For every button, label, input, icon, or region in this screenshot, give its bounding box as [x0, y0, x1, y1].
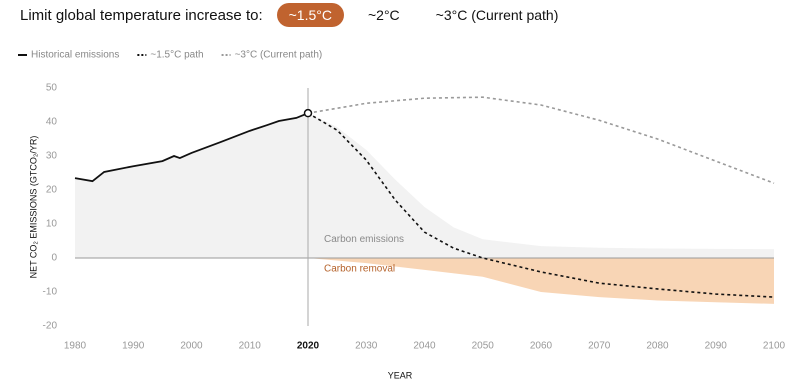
legend-label: ~3°C (Current path) — [235, 50, 323, 61]
line — [74, 112, 309, 183]
x-tick-label: 1980 — [64, 341, 87, 352]
x-tick-label: 2020 — [297, 341, 320, 352]
line — [307, 112, 775, 298]
y-tick-label: -20 — [43, 321, 58, 332]
option-button[interactable]: ~1.5°C — [276, 3, 344, 27]
x-tick-label: 2100 — [763, 341, 786, 352]
y-tick-label: 30 — [46, 151, 58, 162]
x-tick-label: 2040 — [413, 341, 436, 352]
y-tick-label: 50 — [46, 83, 58, 94]
x-tick-label: 2010 — [239, 341, 262, 352]
y-tick-label: 20 — [46, 185, 58, 196]
x-tick-label: 2050 — [472, 341, 495, 352]
legend-label: ~1.5°C path — [150, 50, 203, 61]
option-button[interactable]: ~2°C — [367, 7, 400, 23]
x-tick-label: 2060 — [530, 341, 553, 352]
controls: Limit global temperature increase to: ~1… — [20, 2, 582, 28]
y-tick-label: 40 — [46, 117, 58, 128]
x-tick-label: 1990 — [122, 341, 145, 352]
point-marker — [303, 108, 313, 118]
x-tick-label: 2030 — [355, 341, 378, 352]
x-axis-label: YEAR — [388, 370, 413, 380]
line — [307, 96, 775, 184]
x-tick-label: 2080 — [646, 341, 669, 352]
x-tick-label: 2000 — [180, 341, 203, 352]
x-tick-label: 2070 — [588, 341, 611, 352]
band-label: Carbon removal — [324, 264, 395, 275]
y-tick-label: 0 — [51, 253, 57, 264]
band — [308, 113, 774, 258]
y-tick-label: -10 — [43, 287, 58, 298]
area — [75, 113, 308, 258]
control-label: Limit global temperature increase to: — [20, 6, 263, 24]
band — [308, 258, 774, 304]
option-button[interactable]: ~3°C (Current path) — [435, 7, 559, 23]
band-label: Carbon emissions — [324, 234, 404, 245]
x-tick-label: 2090 — [705, 341, 728, 352]
y-tick-label: 10 — [46, 219, 58, 230]
y-axis-label: NET CO₂ EMISSIONS (GTCO₂/YR) — [28, 136, 38, 279]
legend-label: Historical emissions — [31, 50, 119, 61]
